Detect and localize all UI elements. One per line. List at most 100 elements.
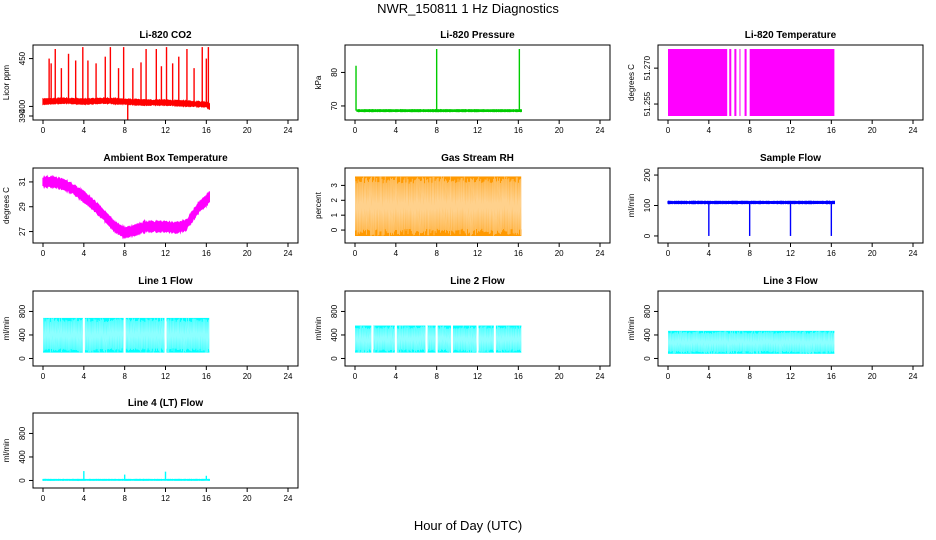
x-tick-label: 0 — [353, 372, 358, 381]
x-tick-label: 24 — [284, 372, 293, 381]
y-tick-label: 400 — [18, 450, 27, 464]
x-tick-label: 4 — [82, 494, 87, 503]
x-tick-label: 20 — [555, 126, 564, 135]
y-tick-label: 0 — [330, 356, 339, 361]
x-tick-label: 24 — [284, 494, 293, 503]
y-tick-label: 0 — [18, 478, 27, 483]
y-axis-label: degrees C — [2, 187, 11, 224]
plot-frame — [657, 290, 924, 367]
x-tick-label: 8 — [434, 372, 439, 381]
fill-band — [729, 49, 732, 116]
x-tick-label: 4 — [82, 249, 87, 258]
x-tick-label: 8 — [122, 372, 127, 381]
series-line — [42, 96, 210, 110]
x-tick-label: 0 — [666, 126, 671, 135]
x-tick-label: 24 — [909, 126, 918, 135]
x-tick-label: 20 — [868, 372, 877, 381]
x-tick-label: 0 — [41, 494, 46, 503]
panel-data — [667, 330, 835, 354]
panel-title: Line 4 (LT) Flow — [128, 398, 204, 409]
panel-6: Sample Flow ml/min 0 4 8 12 16 20 24 0 100 200 — [627, 153, 924, 258]
panel-data — [668, 49, 835, 116]
y-tick-label: 27 — [18, 227, 27, 236]
x-tick-label: 20 — [555, 249, 564, 258]
x-tick-label: 20 — [868, 126, 877, 135]
series-line — [667, 200, 835, 205]
panel-title: Li-820 CO2 — [139, 30, 192, 41]
y-tick-label: 1 — [330, 212, 339, 217]
y-tick-label: 2 — [330, 198, 339, 203]
x-tick-label: 16 — [827, 372, 836, 381]
x-tick-label: 20 — [868, 249, 877, 258]
x-tick-label: 20 — [243, 494, 252, 503]
x-tick-label: 8 — [122, 249, 127, 258]
y-tick-label: 200 — [643, 168, 652, 182]
x-tick-label: 12 — [161, 494, 170, 503]
x-tick-label: 4 — [394, 249, 399, 258]
x-tick-label: 20 — [243, 249, 252, 258]
panel-title: Sample Flow — [760, 153, 821, 164]
x-tick-label: 0 — [41, 372, 46, 381]
fill-band — [744, 49, 747, 116]
x-tick-label: 12 — [161, 126, 170, 135]
panel-data — [354, 176, 522, 237]
x-tick-label: 0 — [41, 126, 46, 135]
x-tick-label: 16 — [514, 249, 523, 258]
x-tick-label: 4 — [82, 126, 87, 135]
x-tick-label: 4 — [707, 126, 712, 135]
x-tick-label: 24 — [909, 372, 918, 381]
panel-title: Li-820 Pressure — [440, 30, 515, 41]
x-tick-label: 12 — [786, 372, 795, 381]
y-axis-label: ml/min — [627, 194, 636, 218]
x-axis-title: Hour of Day (UTC) — [413, 518, 523, 533]
plot-frame — [32, 44, 299, 121]
y-tick-label: 0 — [18, 356, 27, 361]
texture-lines — [42, 317, 210, 353]
y-axis-label: degrees C — [627, 64, 636, 101]
panel-data — [42, 47, 210, 120]
y-tick-label: 800 — [643, 304, 652, 318]
y-tick-label: 800 — [18, 426, 27, 440]
panel-title: Gas Stream RH — [441, 153, 514, 164]
x-tick-label: 16 — [514, 126, 523, 135]
panel-data — [42, 174, 210, 240]
y-tick-label: 400 — [330, 328, 339, 342]
x-tick-label: 24 — [284, 249, 293, 258]
texture-lines — [354, 325, 522, 353]
x-tick-label: 12 — [161, 249, 170, 258]
x-tick-label: 4 — [394, 372, 399, 381]
x-tick-label: 8 — [747, 249, 752, 258]
series-line — [356, 108, 522, 113]
x-tick-label: 12 — [786, 126, 795, 135]
y-axis-label: ml/min — [2, 439, 11, 463]
x-tick-label: 16 — [202, 494, 211, 503]
x-tick-label: 0 — [666, 249, 671, 258]
y-tick-label: 0 — [330, 227, 339, 232]
panel-4: Ambient Box Temperature degrees C 0 4 8 12 16 2… — [2, 153, 299, 258]
x-tick-label: 0 — [353, 249, 358, 258]
panel-title: Line 1 Flow — [138, 276, 193, 287]
x-tick-label: 24 — [596, 249, 605, 258]
panel-data — [42, 471, 210, 482]
texture-lines — [354, 176, 522, 237]
y-tick-label: 400 — [643, 328, 652, 342]
x-tick-label: 8 — [434, 126, 439, 135]
x-tick-label: 8 — [122, 126, 127, 135]
series-line — [42, 174, 210, 240]
y-tick-label: 80 — [330, 67, 339, 76]
x-tick-label: 16 — [827, 126, 836, 135]
x-tick-label: 24 — [909, 249, 918, 258]
y-axis-label: kPa — [314, 75, 323, 89]
y-tick-label: 31 — [18, 177, 27, 186]
panel-data — [42, 317, 210, 353]
fill-band — [668, 49, 728, 116]
y-tick-label: 3 — [330, 183, 339, 188]
texture-lines — [667, 330, 835, 354]
x-tick-label: 24 — [596, 126, 605, 135]
fill-band — [739, 49, 741, 116]
y-tick-label: 0 — [643, 233, 652, 238]
y-axis-label: ml/min — [627, 317, 636, 341]
